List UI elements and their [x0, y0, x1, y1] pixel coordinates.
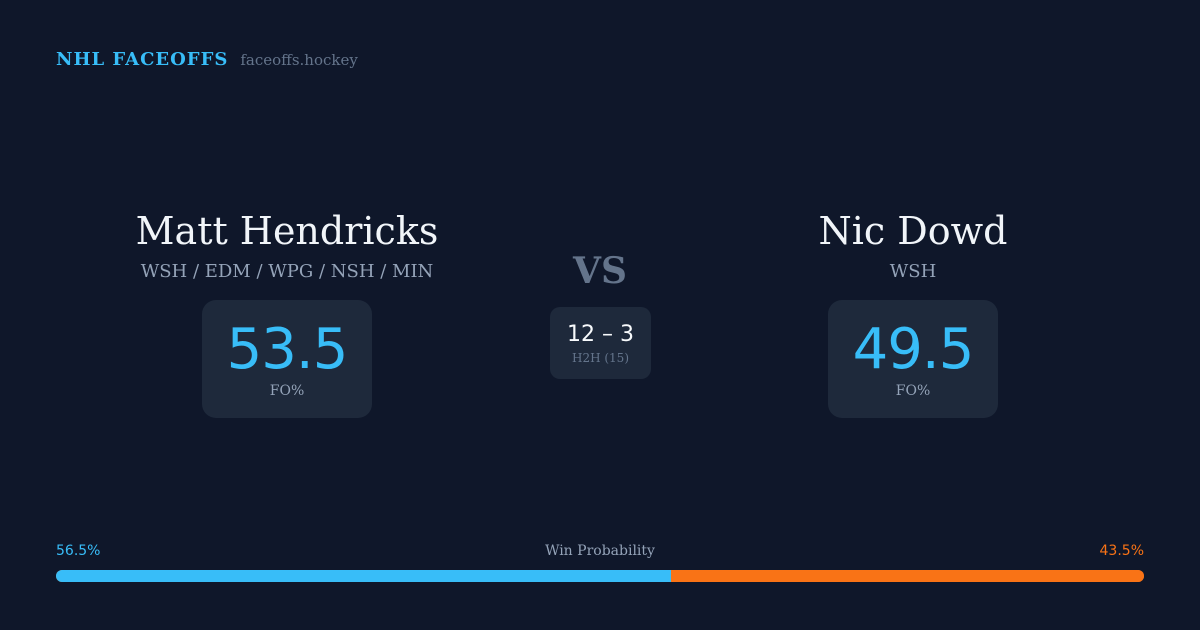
vs-label: VS — [573, 250, 627, 292]
player-right: Nic Dowd WSH 49.5 FO% — [663, 205, 1163, 418]
fo-pct: 49.5 — [852, 317, 975, 382]
win-prob-title: Win Probability — [545, 543, 655, 559]
fo-card: 49.5 FO% — [828, 300, 998, 418]
win-prob-left: 56.5% — [56, 543, 101, 559]
win-probability-bar — [56, 570, 1144, 582]
fo-label: FO% — [269, 383, 305, 399]
brand-site: faceoffs.hockey — [240, 51, 358, 69]
fo-pct: 53.5 — [226, 317, 349, 382]
player-teams: WSH — [889, 261, 937, 282]
player-left: Matt Hendricks WSH / EDM / WPG / NSH / M… — [37, 205, 537, 418]
win-prob-bar-left — [56, 570, 671, 582]
fo-label: FO% — [895, 383, 931, 399]
h2h-label: H2H (15) — [571, 350, 629, 365]
player-teams: WSH / EDM / WPG / NSH / MIN — [140, 261, 434, 282]
brand: NHL FACEOFFS faceoffs.hockey — [56, 49, 358, 70]
brand-name: NHL FACEOFFS — [56, 49, 229, 70]
player-name: Nic Dowd — [818, 209, 1008, 253]
win-prob-right: 43.5% — [1099, 543, 1144, 559]
h2h-score: 12 – 3 — [567, 321, 634, 347]
h2h-card: 12 – 3 H2H (15) — [550, 307, 651, 379]
fo-card: 53.5 FO% — [202, 300, 372, 418]
win-prob-bar-right — [670, 570, 1144, 582]
player-name: Matt Hendricks — [135, 209, 439, 253]
